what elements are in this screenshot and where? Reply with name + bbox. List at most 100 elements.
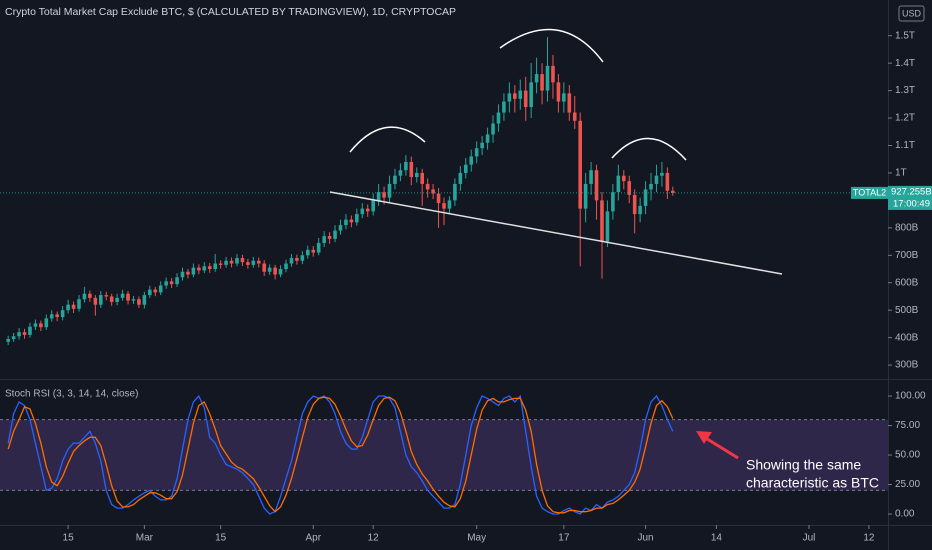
candle-body <box>556 82 561 102</box>
candle-body <box>142 295 147 305</box>
candle-body <box>365 208 370 212</box>
candle-body <box>207 266 212 270</box>
currency-box[interactable] <box>898 5 925 22</box>
candle-body <box>529 82 533 108</box>
candle-body <box>474 148 479 157</box>
candle-body <box>229 260 234 264</box>
candle-body <box>518 90 523 99</box>
y-tick-label: 50.00 <box>895 450 920 461</box>
candle-body <box>273 267 277 275</box>
candle-body <box>425 183 430 190</box>
candle-body <box>224 260 228 265</box>
candle-body <box>660 172 664 176</box>
candle-body <box>349 219 354 223</box>
left-shoulder-arc <box>349 126 426 153</box>
marks <box>0 35 892 529</box>
x-tick-label: 15 <box>63 533 75 544</box>
candle-body <box>338 225 343 231</box>
candle-body <box>246 262 250 265</box>
currency[interactable]: USD <box>902 8 922 18</box>
candle-body <box>414 172 419 178</box>
candle-body <box>442 203 446 209</box>
y-tick-label: 1.1T <box>895 140 915 151</box>
candle-body <box>197 267 201 271</box>
candle-body <box>507 93 512 102</box>
candle-body <box>115 297 119 302</box>
indicator-title: Stoch RSI (3, 3, 14, 14, close) <box>5 389 138 400</box>
candle-body <box>191 267 196 275</box>
y-tick-label: 1.5T <box>895 30 915 41</box>
candle-body <box>453 183 457 201</box>
candle-body <box>82 293 87 300</box>
candle-body <box>158 285 163 293</box>
annotation-arrowhead <box>696 431 712 444</box>
y-tick-label: 1.4T <box>895 58 915 69</box>
candle-body <box>104 295 109 297</box>
candle-body <box>649 183 653 190</box>
candle-body <box>616 175 621 193</box>
candle-body <box>551 65 555 83</box>
candle-body <box>93 297 98 305</box>
candle-body <box>60 310 65 318</box>
countdown-label: 17:00:49 <box>893 198 930 209</box>
y-tick-label: 500B <box>895 305 919 316</box>
candle-body <box>420 172 425 184</box>
candle-body <box>578 120 582 209</box>
candle-body <box>371 200 375 212</box>
candle-body <box>256 260 261 264</box>
candle-body <box>17 332 21 337</box>
candle-body <box>583 183 588 209</box>
candle-body <box>262 263 267 272</box>
candle-body <box>175 277 179 285</box>
symbol-label: TOTAL2 <box>853 187 886 197</box>
annotation: Showing the same <box>746 457 861 473</box>
y-tick-label: 300B <box>895 360 919 371</box>
candle-body <box>567 93 572 113</box>
candle-body <box>463 164 468 173</box>
candle-body <box>404 161 408 171</box>
candle-body <box>344 219 348 226</box>
candle-body <box>316 242 321 253</box>
y-tick-label: 1.3T <box>895 85 915 96</box>
candle-body <box>513 93 517 99</box>
indicator-line <box>7 394 674 515</box>
candle-body <box>131 299 136 301</box>
candle-body <box>382 192 386 198</box>
x-tick-label: 15 <box>215 533 227 544</box>
x-tick-label: 12 <box>863 533 875 544</box>
candle-body <box>22 332 27 335</box>
candle-body <box>137 299 141 305</box>
candle-body <box>28 326 32 335</box>
right-shoulder-arc <box>611 137 687 161</box>
candle-body <box>148 289 152 296</box>
y-tick-label: 1T <box>895 168 907 179</box>
candle-body <box>458 172 463 184</box>
y-tick-label: 75.00 <box>895 420 920 431</box>
candle-body <box>289 258 294 264</box>
x-tick-label: 12 <box>368 533 380 544</box>
annotation-arrow <box>703 435 739 460</box>
candle-body <box>39 323 43 328</box>
candle-body <box>120 293 125 298</box>
x-tick-label: Mar <box>136 533 154 544</box>
indicator-line <box>7 396 674 514</box>
x-tick-label: Apr <box>305 533 321 544</box>
candle-body <box>164 281 168 286</box>
candle-body <box>126 293 130 301</box>
candle-body <box>213 263 217 270</box>
candle-body <box>180 271 185 278</box>
candle-body <box>469 156 474 165</box>
candle-body <box>562 93 566 102</box>
candle-body <box>409 161 414 178</box>
y-tick-label: 700B <box>895 250 919 261</box>
candle-body <box>284 263 288 270</box>
candle-body <box>278 269 283 275</box>
candle-body <box>55 314 60 318</box>
candle-body <box>654 175 659 184</box>
price-label: 927.255B <box>891 186 932 197</box>
y-tick-label: 100.00 <box>895 391 926 402</box>
candle-body <box>169 281 174 285</box>
y-tick-label: 800B <box>895 222 919 233</box>
candle-body <box>333 230 337 239</box>
candle-body <box>523 90 528 108</box>
